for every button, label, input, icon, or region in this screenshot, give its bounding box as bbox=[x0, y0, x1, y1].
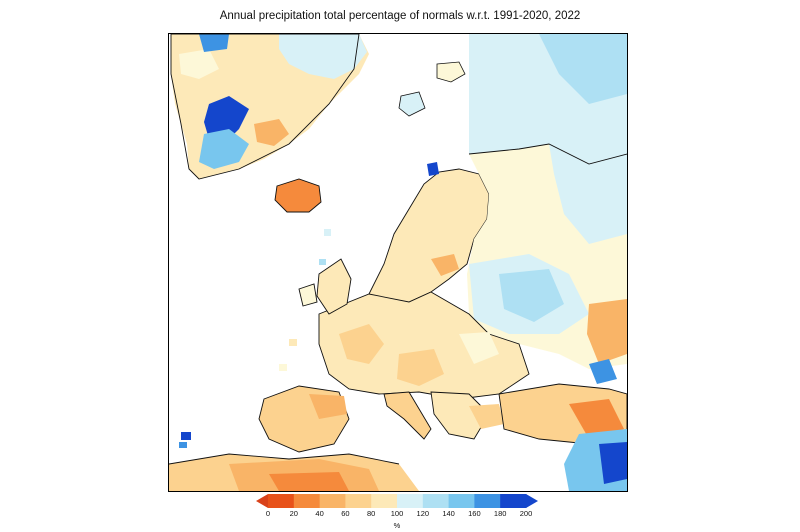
legend-color-cell bbox=[371, 494, 398, 508]
legend-tick-label: 180 bbox=[493, 509, 507, 518]
legend-left-arrow bbox=[256, 494, 268, 508]
legend-tick-label: 40 bbox=[315, 509, 324, 518]
iberia-region bbox=[258, 385, 350, 453]
legend-tick-label: 140 bbox=[442, 509, 455, 518]
legend-color-cell bbox=[268, 494, 295, 508]
legend-color-cell bbox=[500, 494, 527, 508]
legend-unit-label: % bbox=[393, 521, 401, 530]
map-title: Annual precipitation total percentage of… bbox=[219, 10, 581, 22]
legend-color-cell bbox=[397, 494, 424, 508]
legend-tick-label: 80 bbox=[367, 509, 376, 518]
legend-color-cell bbox=[474, 494, 501, 508]
legend-tick-label: 200 bbox=[519, 509, 533, 518]
iceland-region bbox=[274, 178, 322, 213]
turkey-region bbox=[498, 359, 627, 491]
color-legend: 0 20 40 60 80 100 120 140 160 180 200 % bbox=[256, 494, 538, 532]
legend-color-cell bbox=[319, 494, 346, 508]
legend-tick-label: 0 bbox=[265, 509, 271, 518]
precipitation-map bbox=[168, 33, 628, 492]
legend-tick-label: 20 bbox=[289, 509, 298, 518]
map-canvas bbox=[169, 34, 627, 491]
western-europe-region bbox=[318, 291, 530, 400]
legend-tick-label: 120 bbox=[416, 509, 430, 518]
legend-color-cell bbox=[293, 494, 321, 508]
atlantic-cells bbox=[179, 229, 331, 448]
british-isles bbox=[298, 258, 352, 315]
mediterranean-region bbox=[383, 391, 504, 440]
legend-tick-label: 100 bbox=[390, 509, 404, 518]
eastern-europe-region bbox=[467, 134, 627, 369]
legend-colorbar bbox=[256, 494, 538, 508]
legend-color-cell bbox=[448, 494, 475, 508]
legend-tick-label: 60 bbox=[341, 509, 350, 518]
greenland-region bbox=[170, 34, 369, 180]
legend-color-cell bbox=[422, 494, 450, 508]
north-africa-region bbox=[169, 453, 419, 491]
legend-tick-label: 160 bbox=[468, 509, 481, 518]
legend-color-cell bbox=[345, 494, 372, 508]
legend-right-arrow bbox=[526, 494, 538, 508]
